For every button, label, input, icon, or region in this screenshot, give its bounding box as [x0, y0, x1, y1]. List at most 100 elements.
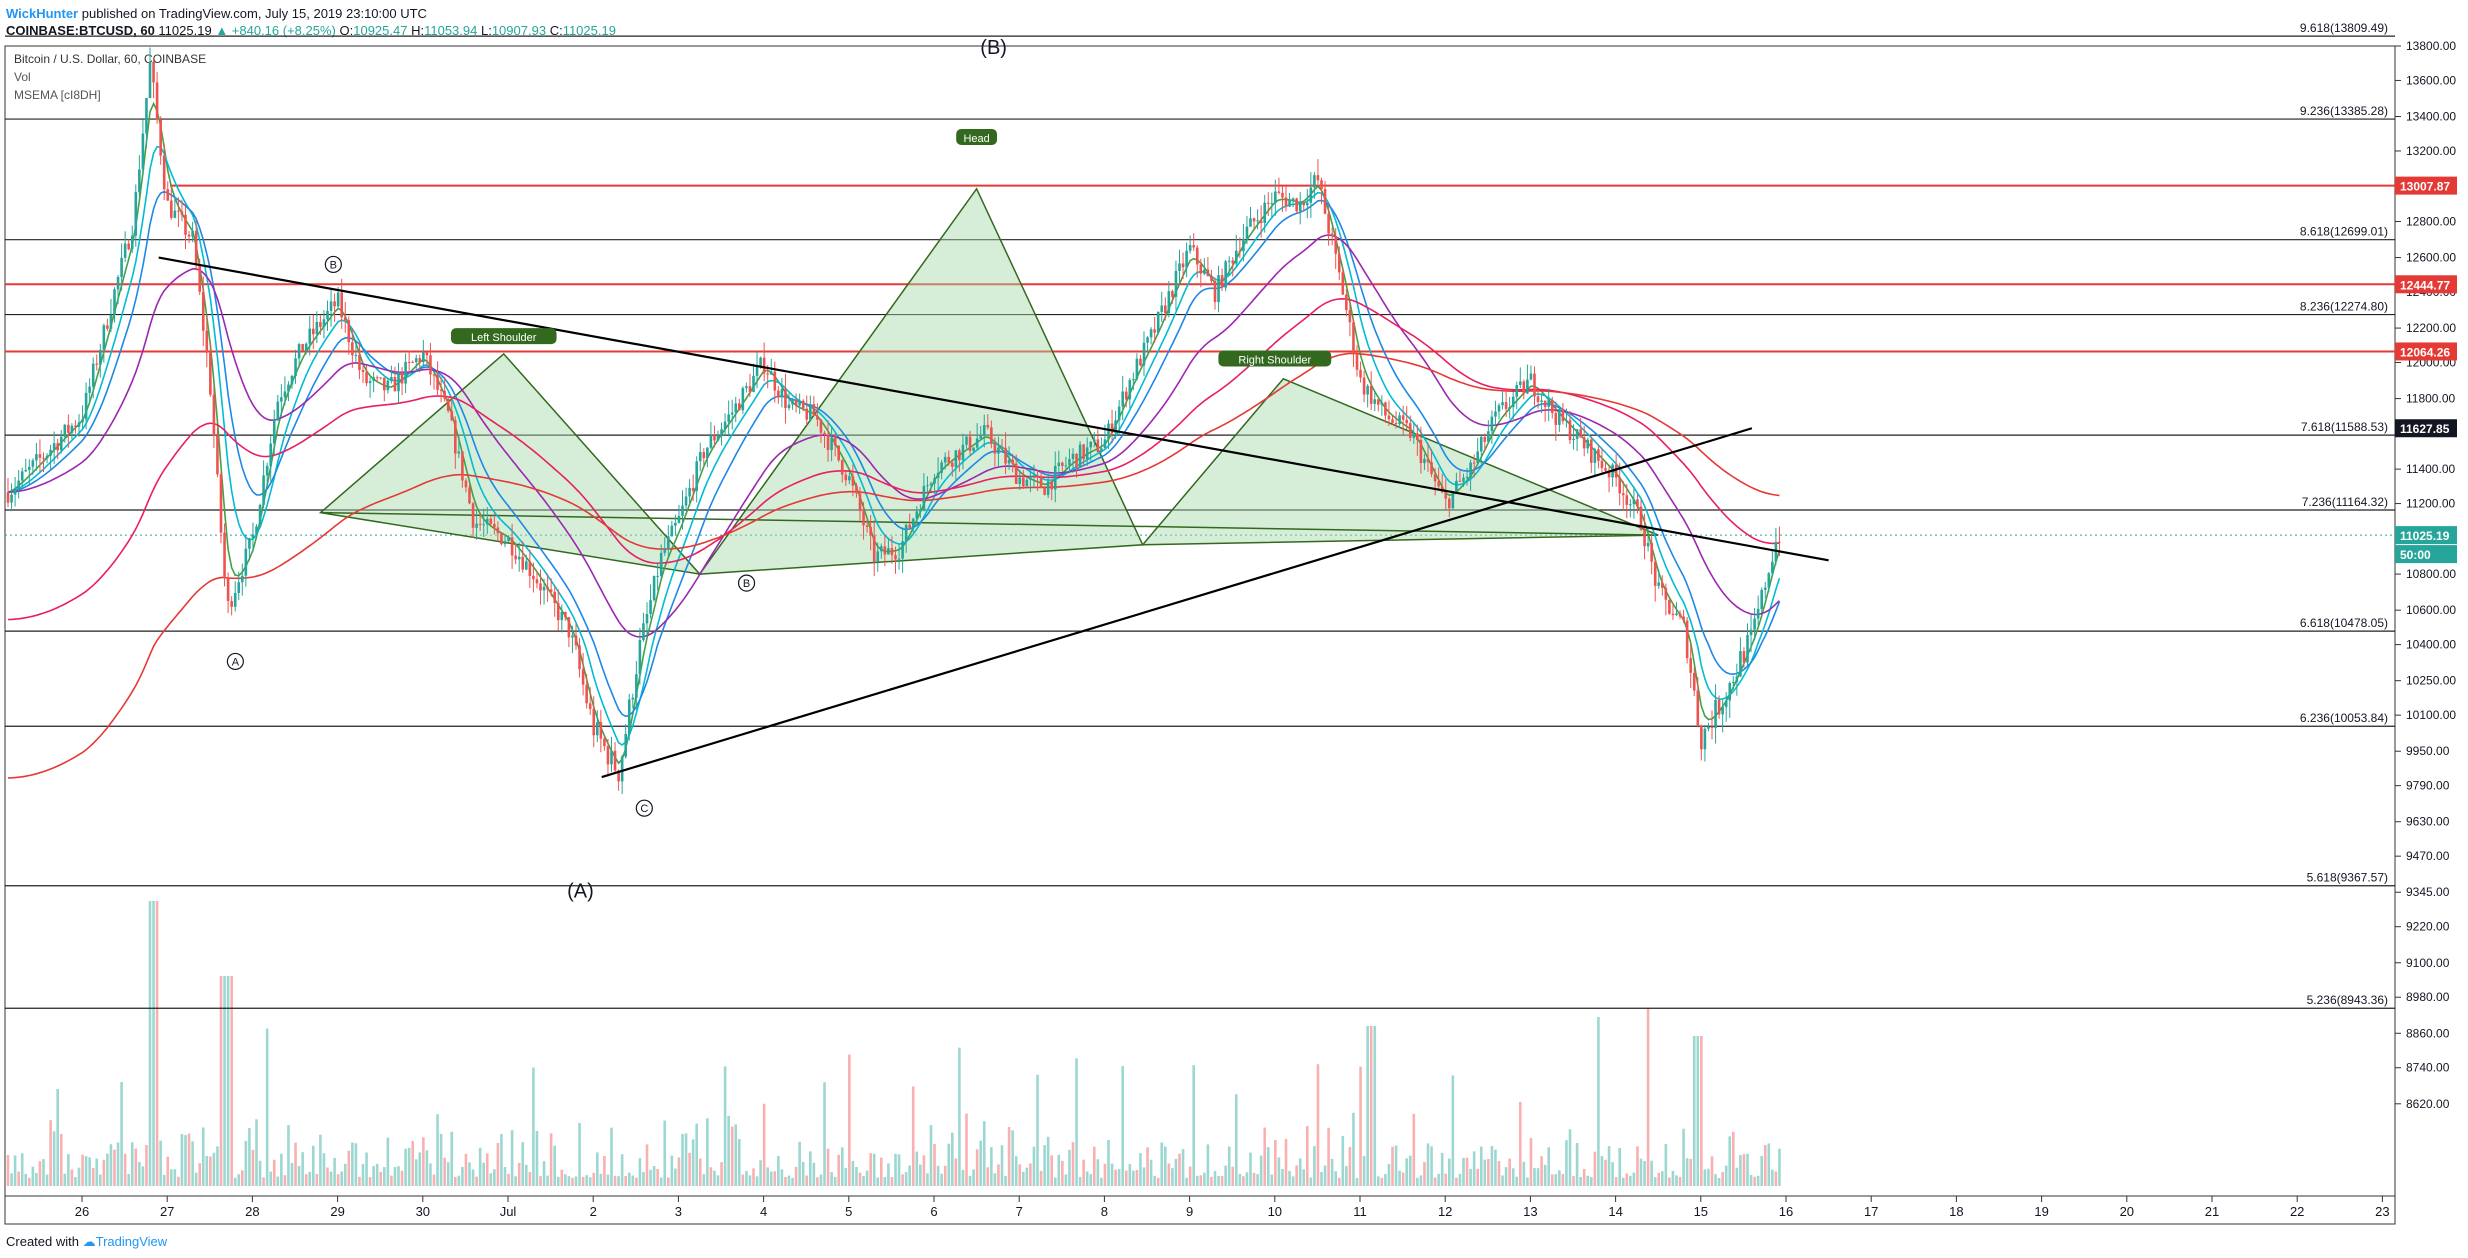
candle-body	[1337, 253, 1341, 273]
candle-body	[528, 561, 532, 576]
volume-bar	[1323, 1165, 1327, 1186]
wave-label: (B)	[980, 37, 1007, 59]
volume-bar	[1391, 1146, 1394, 1186]
candle-body	[1242, 238, 1245, 252]
volume-bar	[1515, 1176, 1519, 1186]
volume-bar	[290, 1162, 294, 1186]
candle-body	[1590, 439, 1593, 463]
candle-body	[301, 344, 304, 351]
volume-bar	[830, 1172, 833, 1186]
indicator-legend[interactable]: MSEMA [cI8DH]	[14, 88, 101, 102]
candle-body	[1689, 658, 1692, 673]
volume-bar	[1320, 1172, 1323, 1186]
neckline	[320, 511, 1659, 536]
pattern-badge-label: Left Shoulder	[471, 332, 537, 344]
candle-body	[1675, 613, 1678, 616]
candle-body	[887, 548, 890, 555]
volume-bar	[1692, 1036, 1696, 1186]
fib-level-label: 6.236(10053.84)	[2300, 711, 2388, 725]
volume-bar	[184, 1135, 187, 1186]
volume-bar	[1511, 1168, 1515, 1186]
volume-bar	[514, 1176, 517, 1186]
volume-bar	[1568, 1129, 1572, 1186]
candle-body	[652, 576, 656, 601]
candle-body	[1657, 582, 1661, 586]
volume-bar	[297, 1165, 301, 1186]
volume-bar	[997, 1164, 1000, 1186]
candle-body	[297, 344, 301, 359]
candle-body	[791, 400, 794, 405]
volume-bar	[1618, 1147, 1621, 1186]
candle-body	[698, 452, 702, 462]
volume-bar	[1572, 1176, 1575, 1186]
candle-body	[1192, 245, 1195, 248]
volume-bar	[677, 1157, 681, 1186]
pattern-badge-label: Head	[963, 133, 989, 145]
candle-body	[457, 451, 461, 454]
candle-body	[446, 398, 450, 411]
candle-body	[390, 377, 393, 381]
volume-bar	[1149, 1159, 1153, 1186]
volume-bar	[1085, 1171, 1089, 1186]
candle-body	[1238, 250, 1242, 252]
candle-body	[510, 537, 514, 556]
volume-bar	[741, 1174, 745, 1186]
candle-body	[1763, 587, 1767, 590]
candle-body	[1529, 373, 1533, 380]
candle-body	[1504, 402, 1508, 409]
candle-body	[1022, 477, 1025, 487]
candle-body	[1128, 380, 1132, 400]
candle-body	[1053, 465, 1057, 490]
wave-circle-label: B	[330, 259, 337, 271]
tradingview-link[interactable]: TradingView	[95, 1234, 168, 1249]
candle-body	[1160, 305, 1164, 312]
volume-bar	[1082, 1159, 1085, 1186]
price-axis[interactable]: 13800.0013600.0013400.0013200.0013000.00…	[2395, 39, 2456, 1111]
volume-bar	[1763, 1145, 1767, 1186]
candle-body	[1508, 407, 1511, 409]
candle-body	[1710, 726, 1714, 728]
candle-body	[933, 478, 936, 484]
candle-body	[219, 474, 223, 533]
volume-bar	[1075, 1058, 1078, 1186]
tradingview-logo-icon: ☁	[82, 1234, 96, 1249]
candle-body	[677, 515, 681, 523]
volume-bar	[1007, 1126, 1011, 1186]
wave-circle	[226, 652, 244, 671]
author-link[interactable]: WickHunter	[6, 6, 79, 21]
candle-body	[1561, 409, 1565, 422]
candle-body	[35, 454, 38, 461]
wave-circle	[635, 799, 653, 817]
volume-bar	[1771, 1169, 1774, 1186]
candle-body	[1366, 385, 1369, 395]
candle-body	[478, 523, 482, 525]
volume-bar	[368, 1177, 372, 1186]
candle-body	[1540, 400, 1543, 402]
candle-body	[471, 503, 475, 528]
volume-bar	[1245, 1172, 1249, 1186]
price-tick-label: 9790.00	[2406, 779, 2450, 793]
time-tick-label: 11	[1353, 1204, 1367, 1219]
candle-body	[979, 435, 982, 439]
volume-bar	[503, 1167, 507, 1186]
candle-body	[911, 518, 915, 529]
volume-bar	[1650, 1160, 1653, 1186]
volume-bar	[1220, 1175, 1224, 1186]
candle-body	[532, 575, 535, 580]
candle-body	[1323, 189, 1327, 214]
candle-body	[1174, 270, 1178, 297]
volume-legend[interactable]: Vol	[14, 70, 31, 84]
volume-bar	[787, 1175, 791, 1186]
volume-bar	[1380, 1177, 1384, 1186]
volume-bar	[116, 1142, 120, 1186]
candle-body	[1547, 399, 1550, 407]
volume-bar	[674, 1168, 677, 1186]
price-tick-label: 9220.00	[2406, 920, 2450, 934]
volume-bar	[429, 1163, 432, 1186]
volume-bar	[936, 1165, 940, 1186]
candle-body	[539, 583, 542, 591]
time-axis[interactable]: 26 27 28 29 30 Jul 2 3 4 5 6 7 8 9 10 11 12 13 14 15 16 17 18 1…	[75, 1196, 2390, 1219]
volume-bar	[1121, 1066, 1124, 1186]
volume-bar	[1164, 1146, 1167, 1186]
